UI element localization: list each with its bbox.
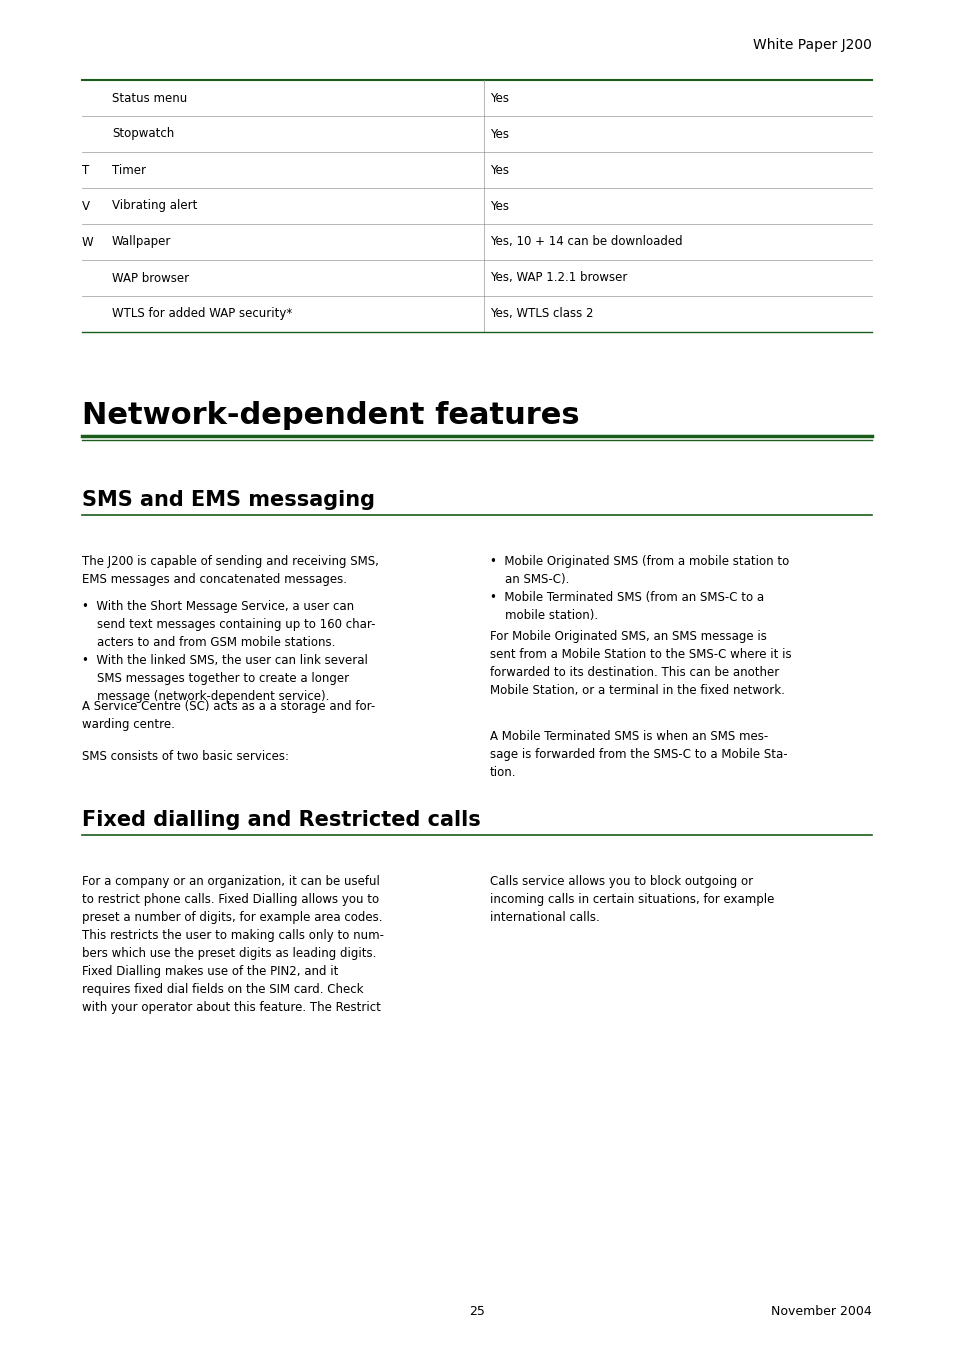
Text: W: W	[82, 235, 93, 249]
Text: 25: 25	[469, 1305, 484, 1319]
Text: Yes, WTLS class 2: Yes, WTLS class 2	[490, 308, 593, 320]
Text: A Mobile Terminated SMS is when an SMS mes-
sage is forwarded from the SMS-C to : A Mobile Terminated SMS is when an SMS m…	[490, 730, 787, 780]
Text: WAP browser: WAP browser	[112, 272, 189, 285]
Text: Yes, WAP 1.2.1 browser: Yes, WAP 1.2.1 browser	[490, 272, 627, 285]
Text: T: T	[82, 163, 90, 177]
Text: •  Mobile Originated SMS (from a mobile station to
    an SMS-C).
•  Mobile Term: • Mobile Originated SMS (from a mobile s…	[490, 555, 788, 621]
Text: Timer: Timer	[112, 163, 146, 177]
Text: Fixed dialling and Restricted calls: Fixed dialling and Restricted calls	[82, 811, 480, 830]
Text: For a company or an organization, it can be useful
to restrict phone calls. Fixe: For a company or an organization, it can…	[82, 875, 384, 1015]
Text: Yes, 10 + 14 can be downloaded: Yes, 10 + 14 can be downloaded	[490, 235, 682, 249]
Text: V: V	[82, 200, 90, 212]
Text: •  With the Short Message Service, a user can
    send text messages containing : • With the Short Message Service, a user…	[82, 600, 375, 703]
Text: Status menu: Status menu	[112, 92, 187, 104]
Text: SMS consists of two basic services:: SMS consists of two basic services:	[82, 750, 289, 763]
Text: Calls service allows you to block outgoing or
incoming calls in certain situatio: Calls service allows you to block outgoi…	[490, 875, 774, 924]
Text: Stopwatch: Stopwatch	[112, 127, 174, 141]
Text: Yes: Yes	[490, 163, 509, 177]
Text: SMS and EMS messaging: SMS and EMS messaging	[82, 490, 375, 509]
Text: WTLS for added WAP security*: WTLS for added WAP security*	[112, 308, 292, 320]
Text: Vibrating alert: Vibrating alert	[112, 200, 197, 212]
Text: Wallpaper: Wallpaper	[112, 235, 172, 249]
Text: White Paper J200: White Paper J200	[752, 38, 871, 51]
Text: For Mobile Originated SMS, an SMS message is
sent from a Mobile Station to the S: For Mobile Originated SMS, an SMS messag…	[490, 630, 791, 697]
Text: Network-dependent features: Network-dependent features	[82, 401, 579, 430]
Text: The J200 is capable of sending and receiving SMS,
EMS messages and concatenated : The J200 is capable of sending and recei…	[82, 555, 378, 586]
Text: Yes: Yes	[490, 92, 509, 104]
Text: A Service Centre (SC) acts as a a storage and for-
warding centre.: A Service Centre (SC) acts as a a storag…	[82, 700, 375, 731]
Text: November 2004: November 2004	[770, 1305, 871, 1319]
Text: Yes: Yes	[490, 200, 509, 212]
Text: Yes: Yes	[490, 127, 509, 141]
